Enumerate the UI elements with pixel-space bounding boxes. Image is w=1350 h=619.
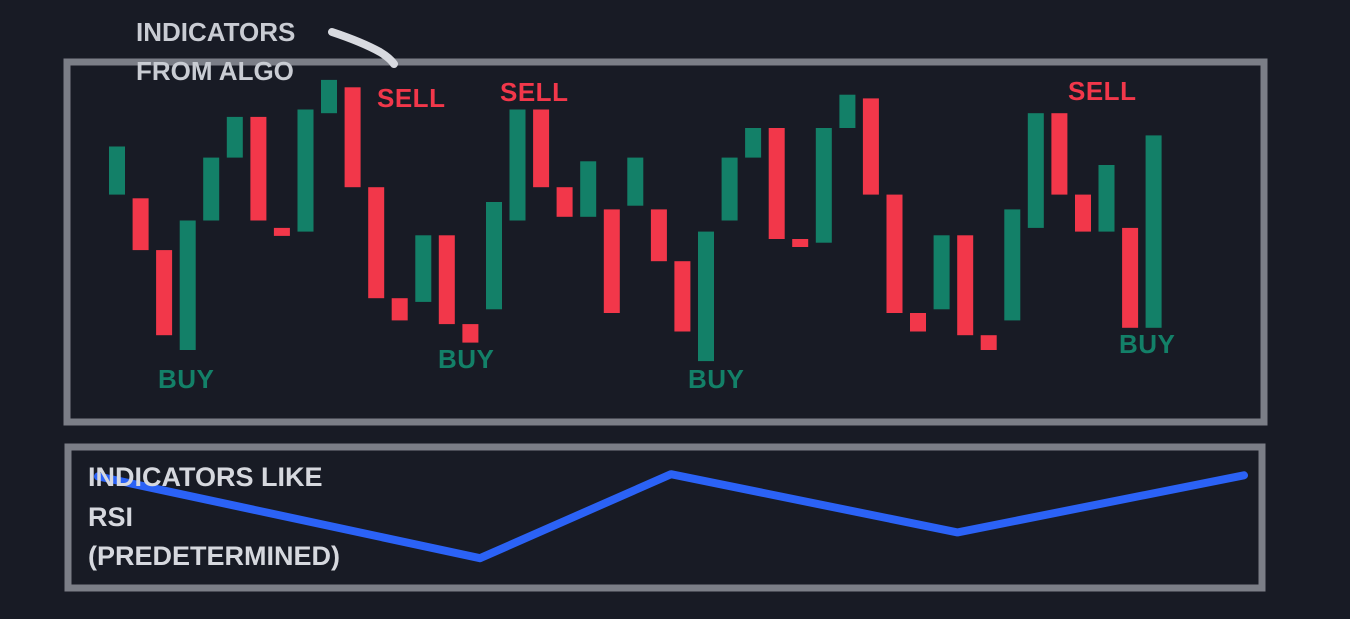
bearish-candle bbox=[957, 235, 974, 336]
price-chart-frame bbox=[63, 58, 1268, 426]
bullish-candle bbox=[698, 231, 714, 362]
rsi-line bbox=[94, 470, 1248, 563]
bearish-candle bbox=[1051, 113, 1068, 195]
buy-signal-label: BUY bbox=[688, 364, 744, 394]
bearish-candle bbox=[650, 209, 667, 262]
bullish-candle bbox=[745, 128, 762, 158]
bearish-candle bbox=[886, 194, 903, 313]
bearish-candle bbox=[462, 324, 479, 343]
annotation-pointer bbox=[328, 28, 398, 68]
bullish-candle bbox=[1098, 165, 1115, 232]
top-annotation-line1: INDICATORS bbox=[136, 17, 295, 47]
rsi-annotation-line2: RSI bbox=[88, 502, 133, 532]
candlestick-group bbox=[109, 79, 1162, 362]
bullish-candle bbox=[203, 157, 220, 221]
bearish-candle bbox=[1122, 227, 1139, 328]
bearish-candle bbox=[1075, 194, 1091, 232]
bearish-candle bbox=[603, 209, 620, 313]
rsi-annotation-line3: (PREDETERMINED) bbox=[88, 541, 340, 571]
bullish-candle bbox=[109, 146, 125, 195]
bearish-candle bbox=[556, 187, 573, 217]
sell-signal-label: SELL bbox=[1068, 76, 1136, 106]
bearish-candle bbox=[533, 109, 550, 188]
bearish-candle bbox=[438, 235, 455, 325]
bullish-candle bbox=[297, 109, 314, 232]
bullish-candle bbox=[1145, 135, 1162, 328]
bearish-candle bbox=[368, 187, 385, 299]
bearish-candle bbox=[980, 335, 997, 350]
bearish-candle bbox=[132, 198, 149, 251]
top-annotation-line2: FROM ALGO bbox=[136, 56, 294, 86]
bullish-candle bbox=[1027, 113, 1044, 228]
bearish-candle bbox=[910, 313, 926, 332]
bullish-candle bbox=[815, 128, 832, 243]
rsi-panel-frame bbox=[64, 443, 1266, 592]
bearish-candle bbox=[674, 261, 691, 332]
rsi-annotation-line1: INDICATORS LIKE bbox=[88, 462, 323, 492]
sell-signal-label: SELL bbox=[377, 83, 445, 113]
bearish-candle bbox=[862, 98, 879, 195]
sell-signal-label: SELL bbox=[500, 77, 568, 107]
bearish-candle bbox=[391, 298, 408, 321]
bullish-candle bbox=[580, 161, 597, 217]
bearish-candle bbox=[792, 239, 809, 247]
bullish-candle bbox=[179, 220, 196, 350]
bullish-candle bbox=[627, 157, 644, 206]
bullish-candle bbox=[321, 79, 337, 114]
bullish-candle bbox=[933, 235, 950, 310]
bearish-candle bbox=[344, 87, 361, 188]
bearish-candle bbox=[250, 116, 267, 221]
buy-signal-label: BUY bbox=[1119, 329, 1175, 359]
bullish-candle bbox=[839, 94, 856, 128]
bearish-candle bbox=[156, 250, 173, 336]
bearish-candle bbox=[273, 227, 290, 236]
bullish-candle bbox=[226, 116, 243, 158]
buy-signal-label: BUY bbox=[438, 344, 494, 374]
bullish-candle bbox=[415, 235, 432, 302]
bearish-candle bbox=[768, 128, 785, 239]
bullish-candle bbox=[509, 109, 526, 221]
bullish-candle bbox=[1004, 209, 1021, 321]
buy-signal-label: BUY bbox=[158, 364, 214, 394]
bullish-candle bbox=[486, 202, 502, 310]
bullish-candle bbox=[721, 157, 738, 221]
